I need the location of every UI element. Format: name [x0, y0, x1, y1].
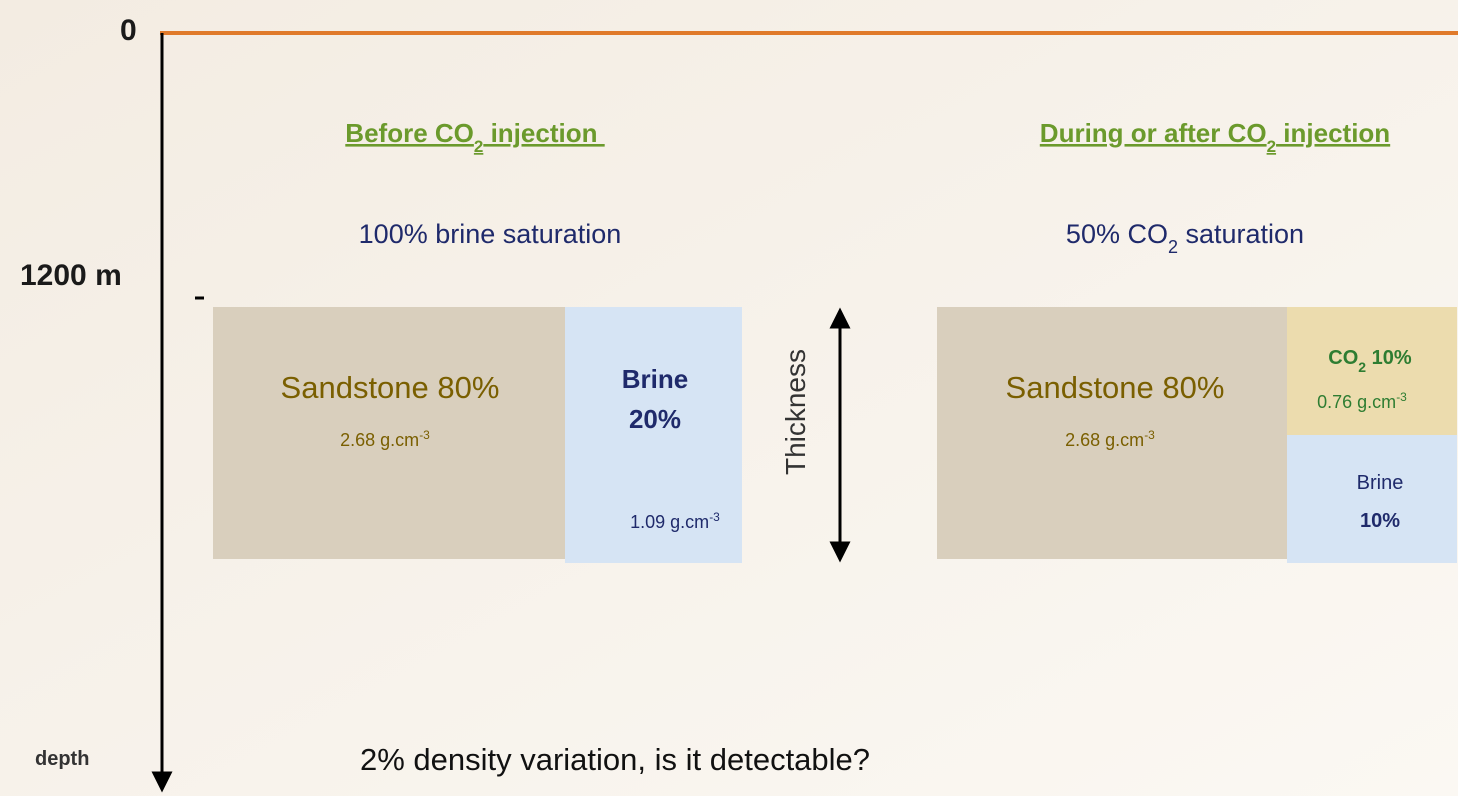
superscript: -3 [709, 510, 720, 524]
co2-density: 0.76 g.cm-3 [1317, 390, 1407, 412]
heading-part: injection [1276, 118, 1390, 148]
sandstone-density: 2.68 g.cm-3 [1065, 428, 1155, 450]
question: 2% density variation, is it detectable? [360, 742, 870, 777]
before-heading: Before CO2 injection [345, 118, 604, 156]
brine-box [565, 307, 742, 563]
brine-box [1287, 435, 1457, 563]
brine-percent: 20% [629, 404, 681, 434]
before-saturation: 100% brine saturation [359, 219, 622, 249]
co2-label: CO2 10% [1328, 347, 1412, 375]
heading-part: During or after CO [1040, 118, 1267, 148]
brine-label: Brine [622, 364, 688, 394]
thickness-label: Thickness [780, 349, 811, 475]
superscript: -3 [419, 428, 430, 442]
density-part: 2.68 g.cm [340, 430, 419, 450]
sandstone-box [937, 307, 1287, 559]
density-part: 2.68 g.cm [1065, 430, 1144, 450]
label-part: CO [1328, 347, 1358, 369]
after-heading: During or after CO2 injection [1040, 118, 1390, 156]
sandstone-density: 2.68 g.cm-3 [340, 428, 430, 450]
sandstone-label: Sandstone 80% [1006, 370, 1225, 405]
axis-label: depth [35, 748, 89, 770]
top-label: 0 [120, 14, 137, 47]
co2-box [1287, 307, 1457, 435]
saturation-part: 50% CO [1066, 219, 1168, 249]
subscript: 2 [1168, 237, 1178, 257]
superscript: -3 [1144, 428, 1155, 442]
brine-percent: 10% [1360, 510, 1400, 532]
saturation-part: saturation [1178, 219, 1304, 249]
density-part: 1.09 g.cm [630, 512, 709, 532]
brine-density: 1.09 g.cm-3 [630, 510, 720, 532]
sandstone-label: Sandstone 80% [281, 370, 500, 405]
sandstone-box [213, 307, 565, 559]
heading-part: Before CO [345, 118, 474, 148]
after-saturation: 50% CO2 saturation [1066, 219, 1304, 257]
mark-label: 1200 m [20, 259, 122, 292]
label-part: 10% [1366, 347, 1412, 369]
brine-label: Brine [1357, 472, 1404, 494]
subscript: 2 [474, 137, 483, 156]
subscript: 2 [1267, 137, 1276, 156]
superscript: -3 [1396, 390, 1407, 404]
subscript: 2 [1358, 359, 1366, 375]
density-part: 0.76 g.cm [1317, 392, 1396, 412]
heading-part: injection [483, 118, 604, 148]
